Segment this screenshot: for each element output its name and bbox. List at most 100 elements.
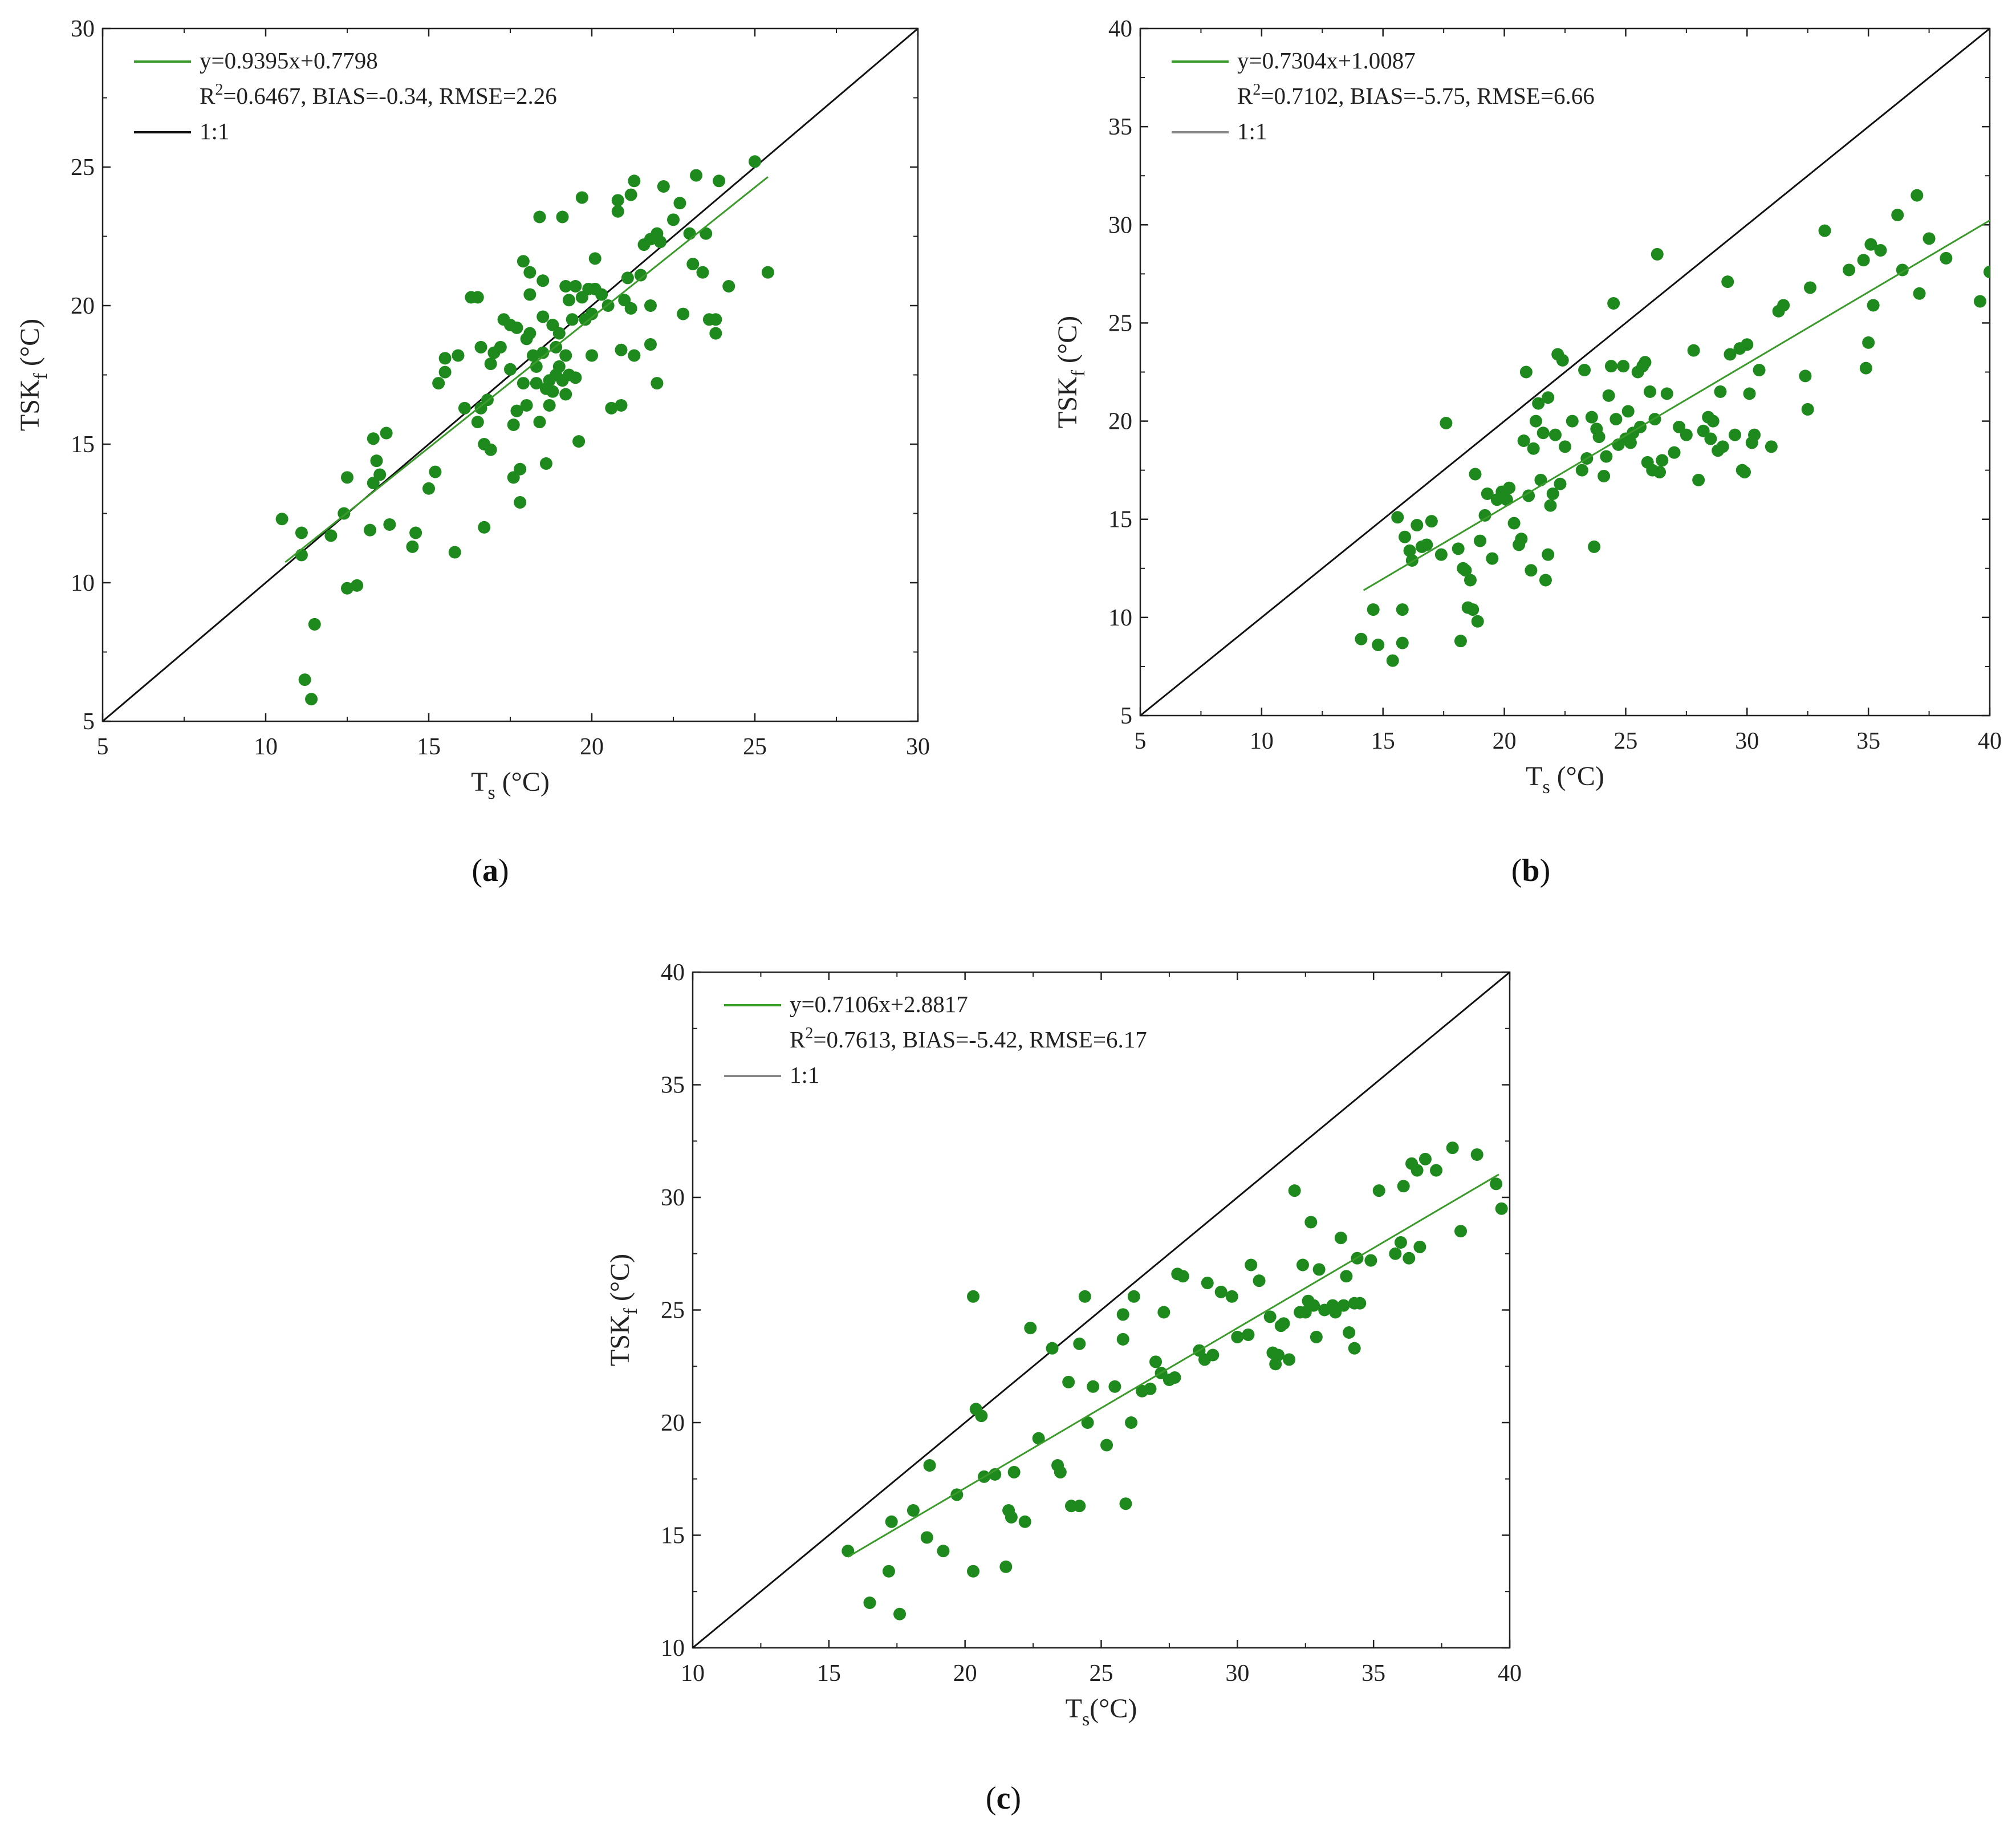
data-point <box>305 693 318 706</box>
x-tick-label: 35 <box>1361 1660 1385 1687</box>
data-point <box>275 513 288 526</box>
legend-stats-sup: 2 <box>805 1025 813 1042</box>
x-tick-label: 10 <box>254 734 278 760</box>
data-point <box>1556 354 1569 367</box>
data-point <box>1372 639 1385 652</box>
data-point <box>1656 454 1669 467</box>
data-point <box>517 255 530 268</box>
data-point <box>761 266 774 279</box>
data-point <box>1507 517 1521 530</box>
data-point <box>324 529 338 542</box>
panel-label-letter: b <box>1522 853 1539 888</box>
data-point <box>1119 1497 1132 1510</box>
x-tick-label: 30 <box>1225 1660 1249 1687</box>
data-point <box>634 269 647 282</box>
y-tick-label: 25 <box>661 1298 685 1324</box>
data-point <box>1116 1308 1129 1321</box>
data-point <box>1411 1164 1424 1177</box>
data-point <box>1469 468 1482 481</box>
data-point <box>1527 442 1540 455</box>
data-point <box>523 288 536 301</box>
x-tick-label: 10 <box>1250 728 1274 754</box>
data-point <box>1340 1270 1353 1283</box>
data-point <box>1157 1306 1170 1319</box>
data-point <box>1168 1371 1181 1384</box>
data-point <box>1602 389 1615 402</box>
legend-stats-sup: 2 <box>215 81 223 99</box>
legend-stats-pre: R <box>1237 83 1253 109</box>
data-point <box>539 457 552 470</box>
data-point <box>605 401 618 415</box>
data-point <box>1459 564 1472 577</box>
data-point <box>615 399 628 412</box>
data-point <box>1253 1274 1266 1287</box>
data-point <box>533 210 546 224</box>
data-point <box>885 1515 898 1528</box>
data-point <box>1799 369 1812 383</box>
x-tick-label: 20 <box>580 734 604 760</box>
data-point <box>308 618 321 631</box>
x-tick-label: 15 <box>417 734 441 760</box>
data-point <box>527 349 540 362</box>
y-axis-label-unit: (°C) <box>605 1254 635 1308</box>
data-point <box>749 155 761 168</box>
y-axis-label-unit: (°C) <box>15 319 45 373</box>
data-point <box>1716 440 1729 453</box>
y-tick-label: 30 <box>71 16 95 42</box>
x-axis-label-main: T <box>1526 761 1542 791</box>
data-point <box>1396 636 1409 649</box>
y-tick-label: 15 <box>1108 507 1132 533</box>
data-point <box>1724 348 1737 361</box>
data-point <box>1765 440 1778 453</box>
data-point <box>1054 1465 1067 1478</box>
y-axis-label-unit: (°C) <box>1052 316 1083 370</box>
data-point <box>1534 473 1547 486</box>
data-point <box>1304 1216 1318 1229</box>
data-point <box>677 307 690 320</box>
data-point <box>1525 564 1538 577</box>
data-point <box>696 266 709 279</box>
data-point <box>611 194 624 207</box>
data-point <box>1296 1258 1309 1272</box>
y-tick-label: 20 <box>661 1410 685 1436</box>
fit-line <box>284 176 769 563</box>
data-point <box>1922 232 1936 245</box>
data-point <box>1277 1317 1290 1330</box>
data-point <box>1149 1355 1163 1368</box>
plot-area <box>103 29 918 721</box>
legend-stats-post: =0.6467, BIAS=-0.34, RMSE=2.26 <box>223 83 556 109</box>
data-point <box>298 673 311 687</box>
data-point <box>1486 552 1499 565</box>
data-point <box>1578 364 1591 377</box>
data-point <box>559 349 572 362</box>
data-point <box>1116 1333 1129 1346</box>
data-point <box>1843 263 1856 277</box>
data-point <box>1801 403 1814 416</box>
data-point <box>588 252 601 265</box>
data-point <box>1639 356 1652 369</box>
data-point <box>1354 1297 1367 1310</box>
data-point <box>1721 275 1734 289</box>
x-tick-label: 40 <box>1498 1660 1522 1687</box>
data-point <box>923 1459 936 1472</box>
data-point <box>1201 1277 1214 1290</box>
data-point <box>1519 365 1533 379</box>
data-point <box>683 227 696 240</box>
data-point <box>1522 489 1535 502</box>
x-axis-label-sub: s <box>1082 1709 1090 1730</box>
data-point <box>1343 1326 1356 1339</box>
data-point <box>484 443 497 456</box>
data-point <box>514 462 527 476</box>
data-point <box>559 279 572 293</box>
data-point <box>1478 509 1491 522</box>
data-point <box>341 471 353 484</box>
data-point <box>1546 487 1559 500</box>
x-axis-label-sub: s <box>1542 777 1550 798</box>
data-point <box>1231 1330 1244 1343</box>
data-point <box>1859 361 1872 375</box>
data-point <box>533 416 546 429</box>
x-axis-label-unit: (°C) <box>1550 761 1604 791</box>
data-point <box>1668 446 1681 459</box>
data-point <box>504 363 517 376</box>
